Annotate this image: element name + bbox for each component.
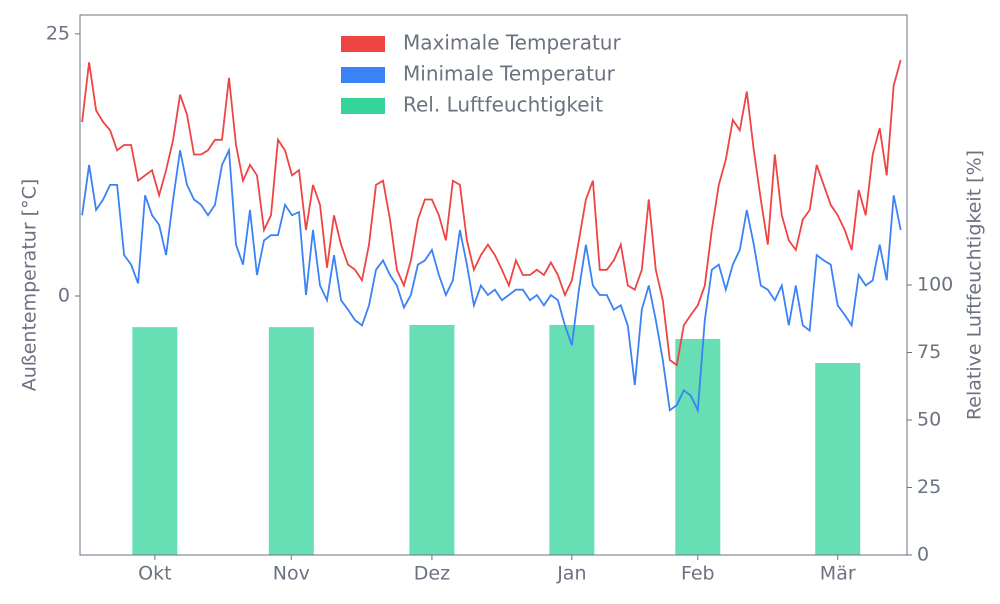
x-tick-label: Jan — [556, 563, 586, 585]
legend-label: Maximale Temperatur — [403, 31, 621, 55]
y2-axis-label: Relative Luftfeuchtigkeit [%] — [964, 150, 986, 420]
bar — [815, 363, 861, 555]
bar — [268, 327, 314, 555]
x-tick-label: Okt — [138, 563, 171, 585]
x-tick-label: Feb — [681, 563, 715, 585]
y2-tick-label: 100 — [917, 274, 953, 296]
bar — [675, 339, 721, 555]
y2-tick-label: 75 — [917, 341, 941, 363]
bar — [132, 327, 178, 555]
x-tick-label: Dez — [414, 563, 450, 585]
y-axis-label: Außentemperatur [°C] — [19, 179, 41, 392]
bar — [409, 324, 455, 555]
y-tick-label: 25 — [46, 22, 70, 44]
legend-swatch — [341, 67, 385, 83]
bar — [549, 324, 595, 555]
x-tick-label: Nov — [273, 563, 310, 585]
line — [81, 59, 902, 367]
x-tick-label: Mär — [820, 563, 856, 585]
y2-tick-label: 50 — [917, 409, 941, 431]
y2-tick-label: 25 — [917, 476, 941, 498]
legend-label: Rel. Luftfeuchtigkeit — [403, 93, 603, 117]
legend-label: Minimale Temperatur — [403, 62, 616, 86]
legend-swatch — [341, 36, 385, 52]
legend-swatch — [341, 98, 385, 114]
line — [81, 146, 902, 414]
y-tick-label: 0 — [58, 285, 70, 307]
y2-tick-label: 0 — [917, 544, 929, 566]
